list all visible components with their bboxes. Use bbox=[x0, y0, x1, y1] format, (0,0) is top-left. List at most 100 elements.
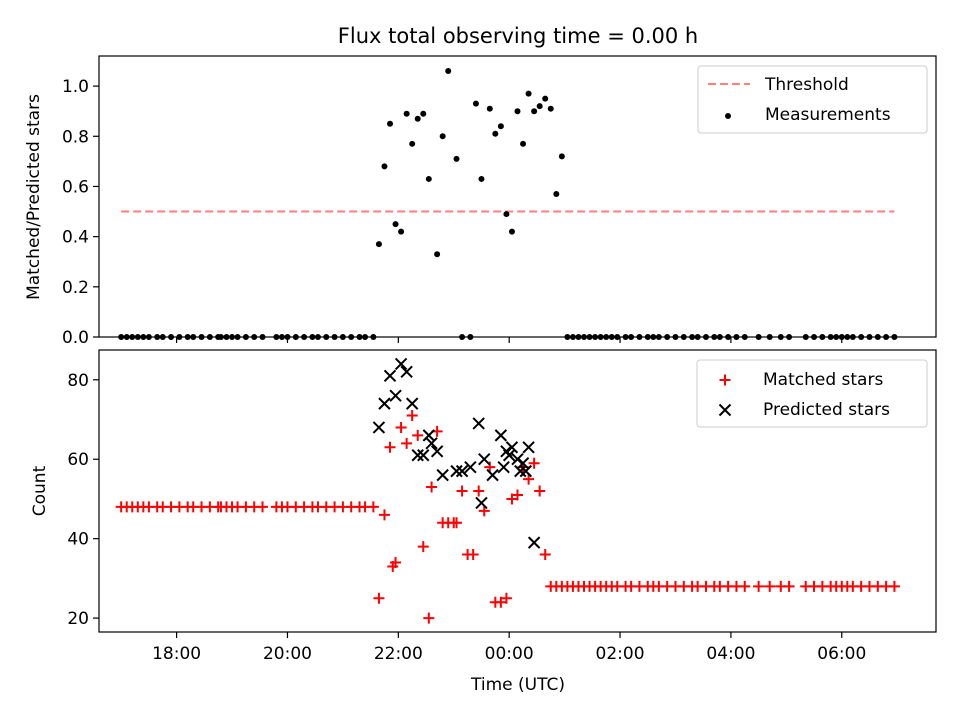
ratio-y-tick-label: 0.2 bbox=[62, 278, 89, 298]
matched-star-point bbox=[500, 592, 512, 604]
matched-star-point bbox=[512, 489, 523, 501]
matched-star-point bbox=[539, 549, 551, 561]
measurement-point bbox=[439, 133, 446, 140]
matched-star-point bbox=[395, 421, 407, 433]
matched-star-point bbox=[401, 437, 413, 449]
predicted-star-point bbox=[411, 449, 424, 462]
predicted-star-point bbox=[497, 460, 510, 474]
measurement-point bbox=[414, 115, 421, 122]
predicted-star-point bbox=[475, 496, 488, 510]
measurement-point bbox=[497, 123, 504, 130]
ratio-panel: 0.0 0.2 0.4 0.6 0.8 1.0 Matched/Predicted sta… bbox=[24, 55, 937, 348]
predicted-star-point bbox=[464, 460, 477, 474]
matched-star-point bbox=[478, 505, 490, 517]
predicted-star-point bbox=[430, 445, 444, 458]
matched-star-point bbox=[888, 580, 900, 592]
ratio-y-tick-label: 0.8 bbox=[62, 127, 89, 147]
measurement-point bbox=[492, 130, 499, 137]
x-tick-label: 00:00 bbox=[485, 644, 534, 664]
predicted-star-point bbox=[472, 417, 485, 430]
measurement-point bbox=[503, 211, 510, 218]
measurement-point bbox=[525, 90, 532, 97]
predicted-star-point bbox=[514, 464, 527, 478]
count-marks bbox=[115, 357, 900, 624]
count-y-tick-label: 40 bbox=[67, 530, 89, 550]
legend-matched-swatch bbox=[719, 374, 731, 386]
x-axis-label: Time (UTC) bbox=[470, 675, 565, 695]
matched-star-point bbox=[783, 580, 795, 592]
measurement-point bbox=[434, 251, 441, 258]
matched-star-point bbox=[753, 580, 765, 592]
ratio-y-tick-label: 0.4 bbox=[62, 228, 89, 248]
ratio-plot-frame bbox=[98, 55, 937, 338]
predicted-star-point bbox=[505, 441, 519, 454]
legend-predicted-marker bbox=[718, 403, 732, 417]
matched-star-point bbox=[528, 457, 540, 469]
measurement-point bbox=[445, 68, 452, 75]
measurement-point bbox=[558, 153, 565, 160]
ratio-y-tick-label: 0.0 bbox=[62, 328, 89, 348]
matched-star-point bbox=[417, 541, 429, 553]
measurement-point bbox=[472, 100, 479, 107]
predicted-star-point bbox=[394, 357, 408, 371]
predicted-star-point bbox=[422, 429, 436, 442]
measurement-point bbox=[553, 190, 560, 197]
matched-star-point bbox=[412, 429, 424, 441]
count-y-tick-label: 80 bbox=[67, 371, 89, 391]
matched-star-point bbox=[423, 612, 435, 624]
matched-star-point bbox=[406, 410, 418, 422]
measurement-point bbox=[547, 105, 554, 112]
ratio-y-tick-label: 0.6 bbox=[62, 177, 89, 197]
legend-matched-label: Matched stars bbox=[763, 370, 883, 390]
predicted-star-point bbox=[502, 449, 516, 462]
predicted-star-point bbox=[436, 468, 449, 482]
measurement-point bbox=[392, 221, 399, 228]
matched-star-point bbox=[764, 580, 776, 592]
measurement-point bbox=[531, 108, 538, 115]
measurement-point bbox=[387, 120, 394, 127]
x-tick-label: 18:00 bbox=[152, 644, 201, 664]
predicted-star-point bbox=[522, 441, 535, 454]
matched-star-point bbox=[257, 501, 269, 513]
matched-star-point bbox=[373, 592, 385, 604]
x-tick-label: 22:00 bbox=[374, 644, 423, 664]
measurement-point bbox=[375, 241, 382, 248]
measurement-point bbox=[520, 140, 527, 147]
predicted-star-point bbox=[494, 429, 508, 442]
count-panel: 20 40 60 80 18:00 20:00 22:00 00:00 02:00 04:00 0… bbox=[30, 349, 937, 664]
ratio-y-axis-label: Matched/Predicted stars bbox=[24, 94, 44, 300]
count-y-tick-label: 20 bbox=[67, 609, 89, 629]
ratio-legend-box bbox=[697, 65, 928, 134]
measurement-point bbox=[486, 105, 493, 112]
measurement-point bbox=[409, 140, 416, 147]
predicted-star-point bbox=[405, 397, 419, 410]
count-x-axis: 18:00 20:00 22:00 00:00 02:00 04:00 06:00 bbox=[152, 632, 866, 664]
predicted-star-point bbox=[372, 421, 386, 434]
predicted-star-point bbox=[516, 456, 530, 470]
predicted-star-point bbox=[425, 437, 438, 450]
predicted-star-point bbox=[486, 468, 499, 482]
measurement-point bbox=[453, 155, 460, 162]
matched-star-point bbox=[506, 493, 518, 505]
count-y-axis-label: Count bbox=[30, 465, 50, 516]
legend-matched-marker bbox=[719, 374, 731, 386]
predicted-star-point bbox=[400, 365, 413, 379]
matched-star-point bbox=[384, 441, 396, 453]
ratio-legend: Threshold Measurements bbox=[697, 65, 928, 134]
measurement-point bbox=[381, 163, 388, 170]
predicted-star-point bbox=[511, 453, 524, 466]
measurement-point bbox=[403, 110, 410, 117]
count-legend-box bbox=[696, 359, 928, 428]
measurement-point bbox=[398, 228, 405, 235]
x-tick-label: 20:00 bbox=[263, 644, 312, 664]
measurement-point bbox=[536, 103, 543, 110]
matched-star-point bbox=[523, 473, 535, 485]
matched-star-point bbox=[473, 485, 485, 497]
predicted-star-point bbox=[383, 369, 397, 383]
matched-star-point bbox=[467, 549, 479, 561]
predicted-star-point bbox=[450, 464, 463, 478]
measurement-point bbox=[425, 175, 432, 182]
x-tick-label: 06:00 bbox=[817, 644, 866, 664]
predicted-star-point bbox=[478, 453, 491, 466]
